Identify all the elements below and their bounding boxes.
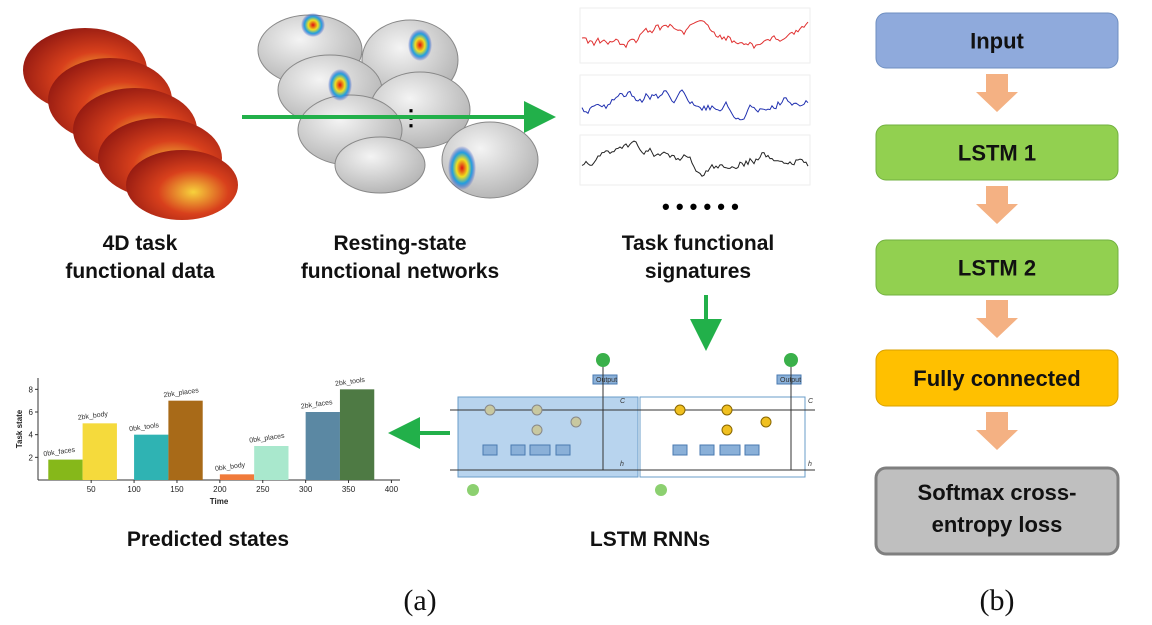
y-tick-label: 6: [29, 408, 34, 417]
bar: [168, 400, 203, 480]
cell-label: C: [620, 398, 626, 405]
y-tick-label: 2: [29, 453, 34, 462]
x-tick-label: 150: [170, 485, 184, 494]
y-axis-label: Task state: [15, 409, 24, 448]
cell-label: Output: [780, 377, 801, 384]
signal: [581, 89, 809, 121]
svg-text:• • • • • •: • • • • • •: [662, 194, 739, 219]
signal: [581, 20, 809, 50]
label: Resting-state: [333, 232, 466, 255]
signals: • • • • • •: [579, 7, 811, 219]
label: Task functional: [622, 232, 774, 255]
cell-label: h: [808, 461, 812, 468]
cell-label: h: [620, 461, 624, 468]
task-brains: [23, 28, 238, 220]
lstm-cells: [450, 353, 815, 496]
bar: [48, 459, 83, 480]
x-axis-label: Time: [210, 497, 229, 506]
y-tick-label: 8: [29, 385, 34, 394]
network-brains: ⋮: [257, 13, 539, 199]
flow-box-label: LSTM 2: [958, 256, 1036, 281]
x-tick-label: 300: [299, 485, 313, 494]
flow-box-label: entropy loss: [932, 512, 1063, 537]
flow-box-label: LSTM 1: [958, 141, 1036, 166]
signal: [581, 140, 809, 177]
bar: [305, 412, 340, 480]
bar: [134, 434, 169, 480]
bar: [254, 446, 289, 480]
x-tick-label: 250: [256, 485, 270, 494]
x-tick-label: 200: [213, 485, 227, 494]
caption: (b): [980, 584, 1015, 617]
bar-label: 0bk_faces: [43, 447, 76, 458]
caption: (a): [403, 584, 436, 617]
flow-box-label: Input: [970, 29, 1024, 54]
label: 4D task: [103, 232, 178, 255]
flow-box: [874, 466, 1120, 556]
x-tick-label: 350: [342, 485, 356, 494]
cell-label: Output: [596, 377, 617, 384]
bar-label: 2bk_tools: [335, 377, 366, 388]
x-tick-label: 50: [87, 485, 96, 494]
flow-box: [875, 12, 1119, 69]
label: functional data: [65, 260, 215, 283]
label: functional networks: [301, 260, 499, 283]
bar-label: 0bk_tools: [129, 422, 160, 433]
bar: [82, 423, 117, 480]
bar: [339, 389, 375, 480]
flow-box: [875, 124, 1119, 181]
label: signatures: [645, 260, 751, 283]
illustrations: ⋮ • • • • • •: [23, 7, 1018, 496]
y-tick-label: 4: [29, 431, 34, 440]
flow-arrows: [976, 74, 1018, 450]
flow-box-label: Fully connected: [913, 366, 1080, 391]
flow-box: [875, 239, 1119, 296]
bar-label: 2bk_places: [163, 387, 200, 399]
x-tick-label: 400: [385, 485, 399, 494]
x-tick-label: 100: [127, 485, 141, 494]
bar-label: 0bk_places: [249, 433, 286, 445]
bar: [219, 474, 255, 480]
bar-label: 2bk_body: [77, 411, 109, 422]
bar-label: 0bk_body: [215, 462, 247, 473]
flow-box-label: Softmax cross-: [918, 480, 1077, 505]
label: LSTM RNNs: [590, 528, 710, 551]
label: Predicted states: [127, 528, 289, 551]
flow-box: [875, 349, 1119, 407]
cell-label: C: [808, 398, 814, 405]
bar-label: 2bk_faces: [300, 399, 333, 410]
